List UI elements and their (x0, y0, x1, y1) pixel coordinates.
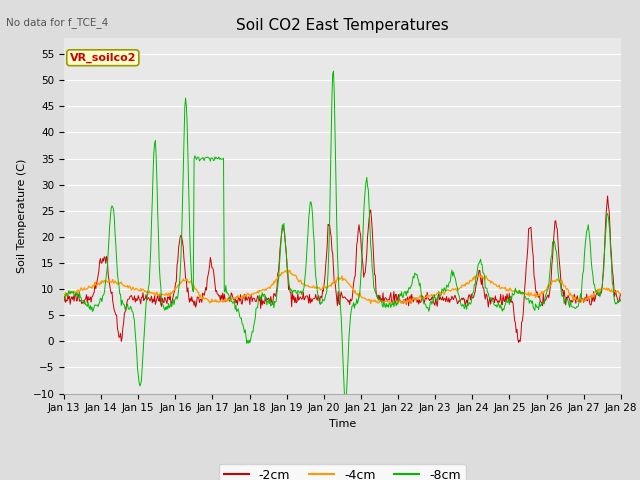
Legend: -2cm, -4cm, -8cm: -2cm, -4cm, -8cm (219, 464, 466, 480)
Y-axis label: Soil Temperature (C): Soil Temperature (C) (17, 159, 27, 273)
Text: VR_soilco2: VR_soilco2 (70, 53, 136, 63)
Text: No data for f_TCE_4: No data for f_TCE_4 (6, 17, 109, 28)
Title: Soil CO2 East Temperatures: Soil CO2 East Temperatures (236, 18, 449, 33)
X-axis label: Time: Time (329, 419, 356, 429)
